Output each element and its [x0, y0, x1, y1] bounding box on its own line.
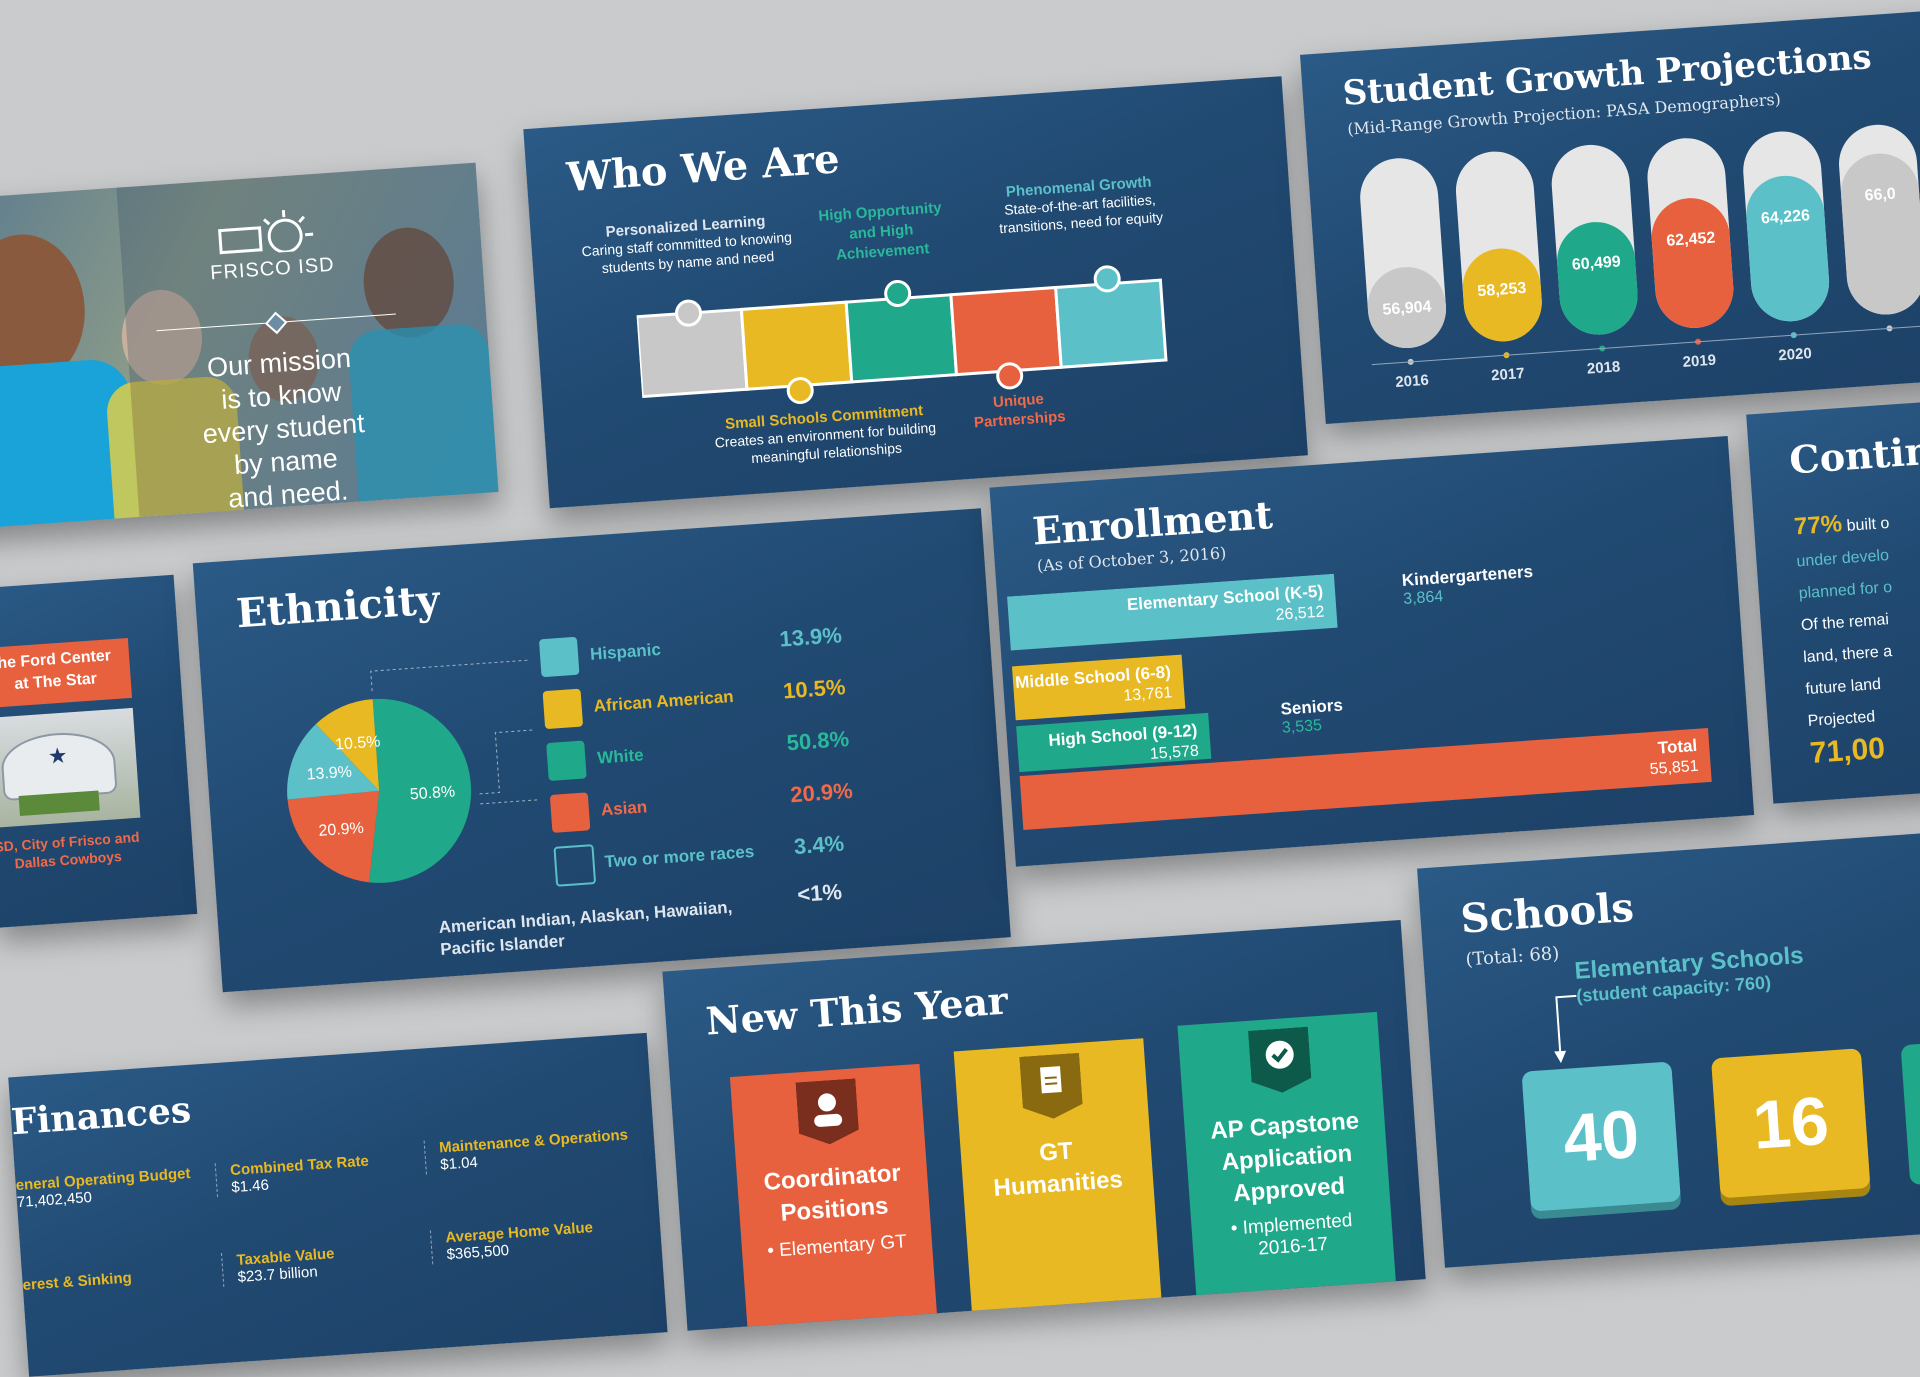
schools-title: Schools — [1459, 884, 1635, 943]
ethnicity-legend: Hispanic 13.9% African American 10.5% Wh… — [539, 610, 976, 899]
new-card-coordinator: Coordinator Positions • Elementary GT — [730, 1064, 938, 1331]
growth-chart: 56,904 2016 58,253 2017 60,499 2018 62,452 2019… — [1347, 110, 1920, 401]
growth-value-label: 64,226 — [1761, 207, 1811, 227]
growth-value-label: 66,0 — [1864, 185, 1896, 204]
enrollment-title: Enrollment — [1031, 492, 1274, 554]
enrollment-bar-value: 15,578 — [1149, 743, 1199, 763]
ethnicity-other-label: American Indian, Alaskan, Hawaiian, Paci… — [438, 893, 780, 961]
stadium-photo: ★ — [0, 708, 140, 828]
growth-axis — [1372, 323, 1920, 364]
legend-swatch — [543, 689, 584, 730]
frisco-logo: FRISCO ISD — [188, 202, 352, 283]
legend-swatch — [553, 844, 596, 887]
growth-bar — [1838, 151, 1920, 317]
growth-bar — [1649, 196, 1736, 331]
ethnicity-slide: Ethnicity 50.8%20.9%13.9%10.5% Hispanic … — [193, 508, 1011, 992]
who-title: Who We Are — [565, 135, 841, 201]
finance-item: Maintenance & Operations $1.04 — [424, 1125, 651, 1175]
enrollment-bar-category: Total — [1657, 736, 1698, 758]
check-icon — [1248, 1027, 1312, 1095]
finance-item: Combined Tax Rate $1.46 — [215, 1149, 422, 1197]
who-item-opportunity: High Opportunity and High Achievement — [809, 198, 953, 268]
growth-value-label: 60,499 — [1571, 253, 1621, 273]
puzzle-pieces-icon — [635, 254, 1183, 421]
legend-swatch — [550, 792, 591, 833]
sun-logo-icon — [188, 202, 351, 259]
enrollment-bar-value: 26,512 — [1275, 604, 1325, 624]
who-item-partnerships: Unique Partnerships — [963, 388, 1075, 434]
continued-slide: Contin 77% built o under develo planned … — [1746, 396, 1920, 803]
arrow-down-icon — [1546, 987, 1591, 1070]
growth-year-label: 2017 — [1491, 365, 1525, 384]
person-icon — [795, 1078, 859, 1146]
continued-title: Contin — [1788, 428, 1920, 483]
school-count-tile-partial — [1901, 1038, 1920, 1185]
new-card-gt: GT Humanities — [954, 1038, 1162, 1321]
slide-collage: FRISCO ISD Our mission is to know every … — [0, 0, 1920, 1345]
enrollment-bar-value: 55,851 — [1649, 758, 1699, 778]
seniors-annotation: Seniors 3,535 — [1280, 695, 1345, 737]
legend-swatch — [539, 637, 580, 678]
document-icon — [1019, 1053, 1083, 1121]
schools-total: (Total: 68) — [1465, 943, 1560, 970]
puzzle-chain — [635, 254, 1183, 421]
schools-elementary: Elementary Schools (student capacity: 76… — [1574, 942, 1806, 1007]
finances-title: Finances — [10, 1089, 192, 1143]
who-we-are-slide: Who We Are Personalized Learning Caring … — [523, 76, 1308, 508]
finance-item: Average Home Value $365,500 — [430, 1215, 657, 1265]
continued-body: 77% built o under develo planned for o O… — [1793, 505, 1906, 770]
growth-slide: Student Growth Projections (Mid-Range Gr… — [1300, 10, 1920, 424]
school-count-tile: 16 — [1711, 1048, 1870, 1198]
growth-year-label: 2019 — [1682, 352, 1716, 371]
leader-lines — [298, 619, 555, 885]
growth-value-label: 62,452 — [1666, 229, 1716, 249]
ford-caption: SD, City of Frisco and Dallas Cowboys — [0, 828, 144, 874]
enrollment-bar-value: 13,761 — [1123, 684, 1173, 704]
who-item-growth: Phenomenal Growth State-of-the-art facil… — [968, 171, 1191, 239]
legend-swatch — [546, 740, 587, 781]
new-card-ap: AP Capstone Application Approved • Imple… — [1177, 1012, 1396, 1305]
growth-bar — [1744, 173, 1832, 324]
growth-year-label: 2020 — [1778, 345, 1812, 364]
ethnicity-other-value: <1% — [796, 879, 842, 908]
finances-slide: Finances eneral Operating Budget 71,402,… — [8, 1033, 667, 1377]
ford-center-slide: he Ford Center at The Star ★ SD, City of… — [0, 575, 197, 928]
schools-slide: Schools (Total: 68) Elementary Schools (… — [1417, 827, 1920, 1268]
mission-slide: FRISCO ISD Our mission is to know every … — [0, 163, 499, 530]
school-count-tile: 40 — [1521, 1061, 1680, 1211]
newyear-title: New This Year — [704, 978, 1009, 1044]
mission-text: Our mission is to know every student by … — [178, 340, 389, 519]
growth-year-label: 2018 — [1586, 358, 1620, 377]
ford-banner: he Ford Center at The Star — [0, 638, 132, 708]
who-item-personalized: Personalized Learning Caring staff commi… — [570, 210, 803, 279]
enrollment-slide: Enrollment (As of October 3, 2016) Eleme… — [989, 436, 1754, 867]
star-icon: ★ — [47, 743, 68, 770]
growth-value-label: 58,253 — [1477, 280, 1527, 300]
finance-item: eneral Operating Budget 71,402,450 — [15, 1164, 207, 1211]
new-this-year-slide: New This Year Coordinator Positions • El… — [662, 920, 1425, 1331]
growth-year-label: 2016 — [1395, 372, 1429, 391]
finance-item: erest & Sinking — [22, 1264, 213, 1294]
growth-value-label: 56,904 — [1382, 298, 1432, 318]
